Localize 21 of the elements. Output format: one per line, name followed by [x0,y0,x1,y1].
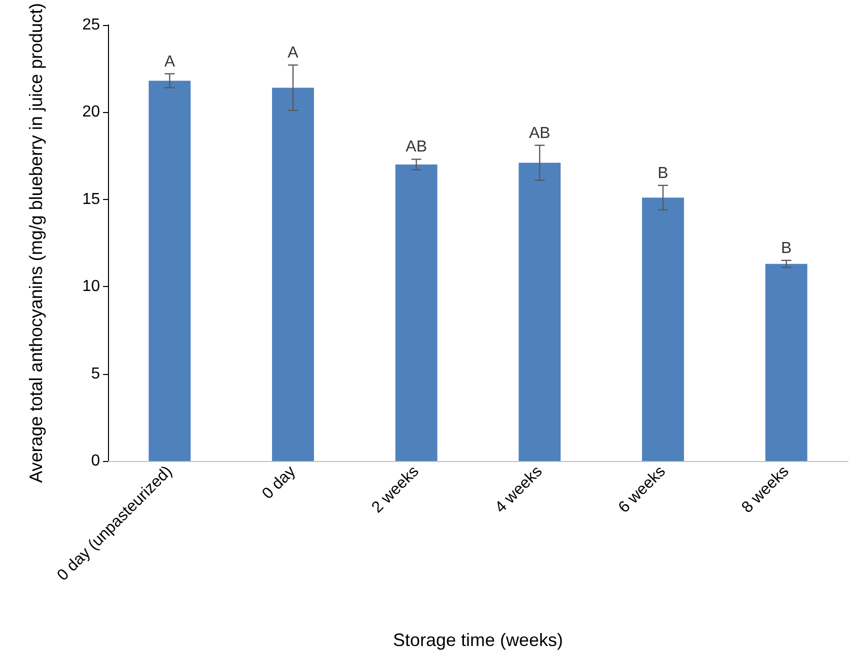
annotation: A [164,53,176,70]
y-tick-label: 0 [91,452,100,470]
annotation: B [658,164,668,182]
bar [642,198,684,461]
annotation: A [288,44,299,62]
bar [272,88,314,461]
bar [395,164,438,461]
bar [765,264,808,461]
annotation: AB [406,138,428,156]
y-tick-label: 10 [82,278,100,296]
x-axis-title: Storage time (weeks) [392,630,564,650]
bar [518,162,561,461]
y-tick-label: 25 [82,16,100,34]
y-tick-label: 20 [82,104,100,121]
y-tick-label: 5 [91,365,100,382]
x-tick-label: 0 day [259,462,300,503]
annotation: B [780,240,792,257]
y-tick-label: 15 [82,190,100,208]
y-axis-title: Average total anthocyanins (mg/g blueberry in juice product) [26,3,46,483]
annotation: AB [528,124,550,142]
bar [148,80,191,461]
